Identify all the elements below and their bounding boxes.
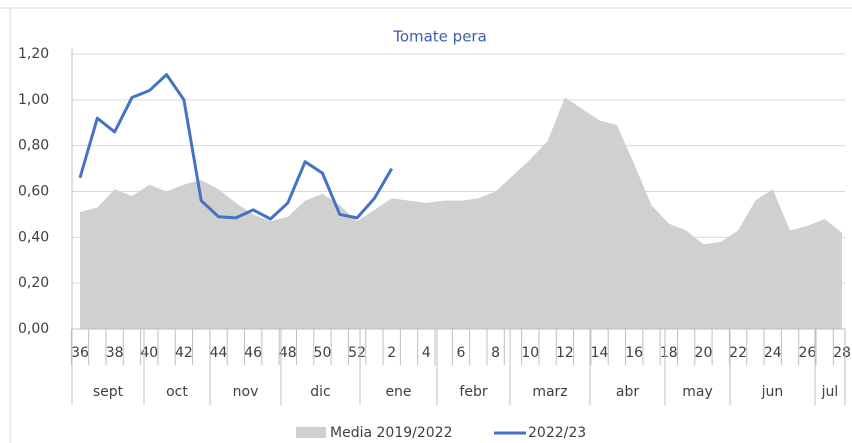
- x-tick-label: 36: [71, 345, 89, 361]
- legend-label: 2022/23: [528, 425, 586, 441]
- x-tick-label: 42: [175, 345, 193, 361]
- group-label: sept: [93, 384, 124, 400]
- group-label: may: [682, 384, 713, 400]
- x-tick-label: 10: [521, 345, 539, 361]
- y-tick-label: 0,20: [18, 275, 49, 291]
- group-label: ene: [385, 384, 411, 400]
- x-tick-label: 14: [591, 345, 609, 361]
- legend-swatch: [296, 427, 326, 438]
- group-label: jun: [761, 384, 784, 400]
- x-tick-label: 2: [387, 345, 396, 361]
- y-tick-label: 1,20: [18, 46, 49, 62]
- x-tick-label: 8: [491, 345, 500, 361]
- group-label: abr: [616, 384, 639, 400]
- line: [78, 73, 394, 221]
- x-tick-label: 50: [314, 345, 332, 361]
- group-label: oct: [166, 384, 188, 400]
- legend-label: Media 2019/2022: [330, 425, 452, 441]
- x-tick-label: 38: [106, 345, 124, 361]
- group-label: marz: [532, 384, 567, 400]
- x-tick-label: 4: [422, 345, 431, 361]
- x-tick-label: 24: [764, 345, 782, 361]
- x-tick-label: 16: [625, 345, 643, 361]
- x-tick-label: 40: [140, 345, 158, 361]
- y-tick-label: 0,60: [18, 184, 49, 200]
- y-tick-label: 0,00: [18, 321, 49, 337]
- group-label: dic: [310, 384, 330, 400]
- y-tick-label: 0,40: [18, 229, 49, 245]
- x-tick-label: 22: [729, 345, 747, 361]
- x-tick-label: 48: [279, 345, 297, 361]
- x-tick-label: 20: [695, 345, 713, 361]
- y-tick-label: 1,00: [18, 92, 49, 108]
- x-tick-label: 6: [457, 345, 466, 361]
- x-tick-label: 26: [798, 345, 816, 361]
- x-tick-label: 52: [348, 345, 366, 361]
- x-tick-label: 12: [556, 345, 574, 361]
- group-label: jul: [821, 384, 839, 400]
- x-tick-label: 28: [833, 345, 851, 361]
- x-tick-label: 44: [210, 345, 228, 361]
- group-label: nov: [233, 384, 259, 400]
- x-tick-label: 18: [660, 345, 678, 361]
- area: [80, 97, 842, 330]
- x-tick-label: 46: [244, 345, 262, 361]
- chart-title: Tomate pera: [392, 28, 487, 46]
- y-tick-label: 0,80: [18, 138, 49, 154]
- group-label: febr: [459, 384, 487, 400]
